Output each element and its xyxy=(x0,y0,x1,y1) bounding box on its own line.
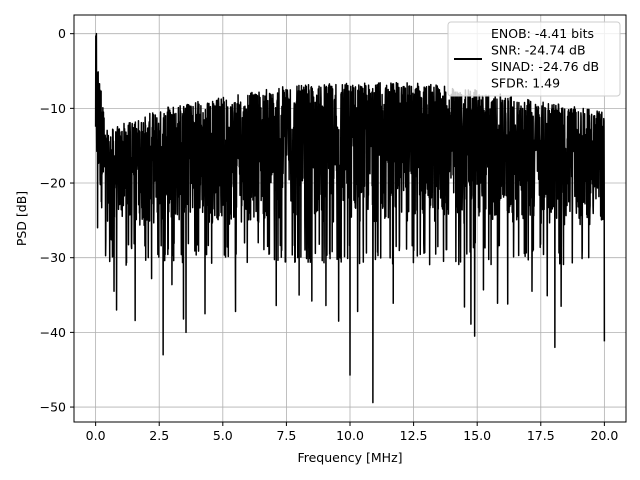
x-tick-label: 15.0 xyxy=(463,428,491,443)
legend-entry-snr: SNR: -24.74 dB xyxy=(491,43,586,58)
legend-entry-sinad: SINAD: -24.76 dB xyxy=(491,59,599,74)
x-tick-label: 7.5 xyxy=(276,428,296,443)
legend-entry-sfdr: SFDR: 1.49 xyxy=(491,76,560,91)
y-axis-label: PSD [dB] xyxy=(14,191,29,246)
x-tick-label: 20.0 xyxy=(590,428,618,443)
y-axis: 0 −10 −20 −30 −40 −50 xyxy=(40,26,74,415)
x-tick-label: 17.5 xyxy=(527,428,555,443)
x-tick-label: 5.0 xyxy=(213,428,233,443)
x-tick-label: 0.0 xyxy=(86,428,106,443)
x-tick-label: 12.5 xyxy=(400,428,428,443)
x-axis-label: Frequency [MHz] xyxy=(297,450,402,465)
legend: ENOB: -4.41 bits SNR: -24.74 dB SINAD: -… xyxy=(447,21,621,97)
legend-entry-enob: ENOB: -4.41 bits xyxy=(491,26,594,41)
y-tick-label: −30 xyxy=(40,250,66,265)
legend-box xyxy=(447,21,621,97)
y-tick-label: −40 xyxy=(40,325,66,340)
y-tick-label: −20 xyxy=(40,176,66,191)
x-tick-label: 10.0 xyxy=(336,428,364,443)
series-line-psd xyxy=(94,32,606,404)
x-axis: 0.0 2.5 5.0 7.5 10.0 12.5 15.0 17.5 20.0 xyxy=(86,422,618,443)
y-tick-label: −10 xyxy=(40,101,66,116)
y-tick-label: −50 xyxy=(40,400,66,415)
y-tick-label: 0 xyxy=(58,26,66,41)
plot-area xyxy=(94,32,606,404)
x-tick-label: 2.5 xyxy=(149,428,169,443)
